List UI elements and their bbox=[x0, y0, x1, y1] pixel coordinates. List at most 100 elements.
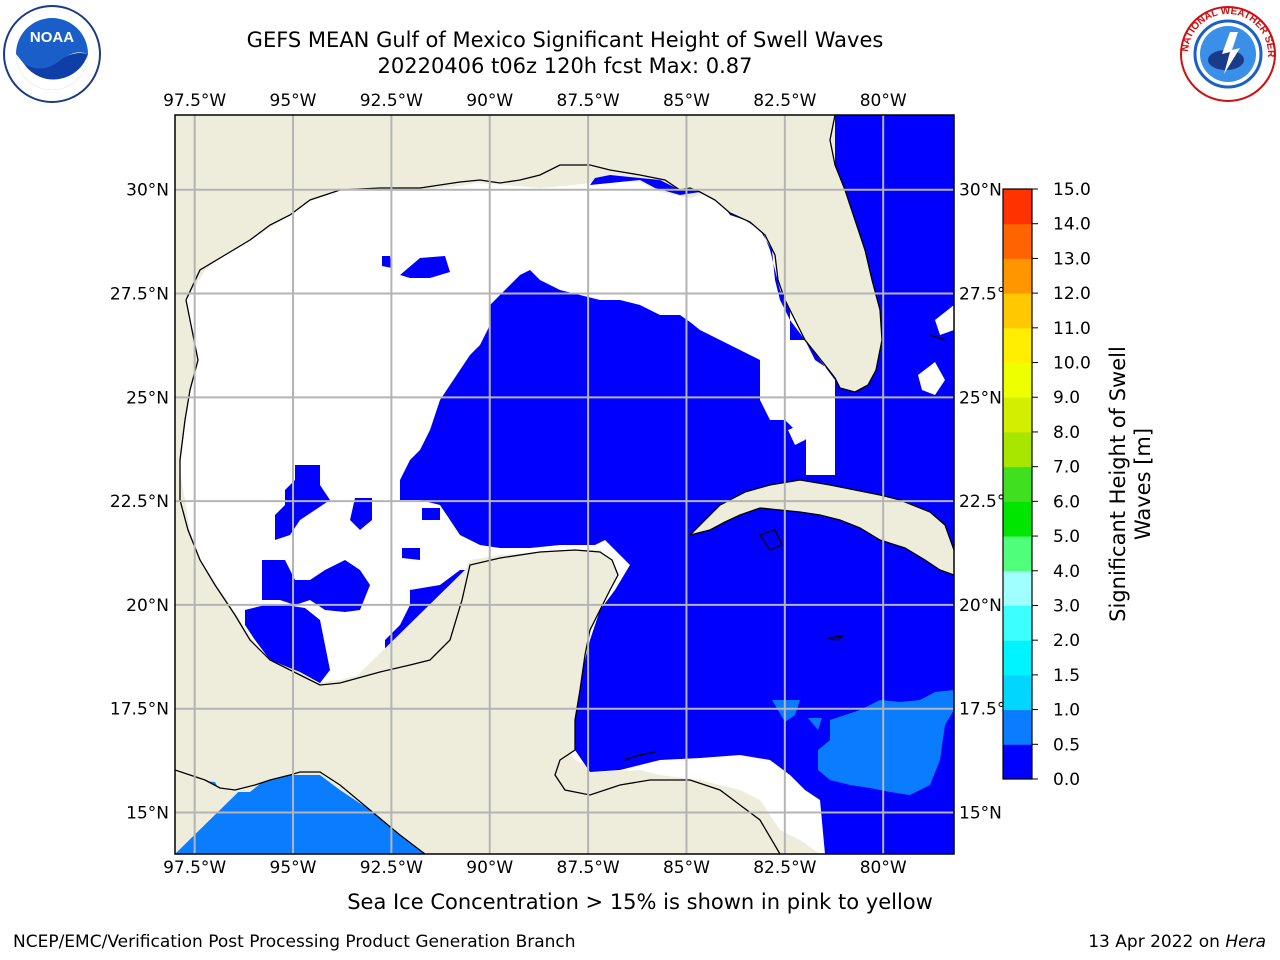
swell-patch-west-3 bbox=[245, 605, 330, 683]
lon-label-bottom: 87.5°W bbox=[557, 858, 620, 878]
noaa-logo: NOAA bbox=[3, 5, 101, 103]
swell-patch-mid-3 bbox=[402, 548, 420, 560]
lon-label-top: 97.5°W bbox=[163, 91, 226, 111]
gridlines bbox=[175, 115, 954, 854]
colorbar-tick-label: 1.5 bbox=[1053, 666, 1080, 686]
colorbar-cell bbox=[1003, 293, 1032, 329]
lon-label-bottom: 97.5°W bbox=[163, 858, 226, 878]
swell-patch-west-1 bbox=[275, 465, 330, 540]
lat-label-left: 20°N bbox=[126, 596, 169, 616]
colorbar-tick-label: 2.0 bbox=[1053, 631, 1080, 651]
lon-label-top: 95°W bbox=[270, 91, 317, 111]
colorbar: 0.0 0.5 1.0 1.5 2.0 3.0 4.0 5.0 6.0 7.0 8.0 9.0 10.0… bbox=[1002, 180, 1155, 790]
colorbar-tick-label: 1.0 bbox=[1053, 701, 1080, 721]
lon-label-bottom: 80°W bbox=[860, 858, 907, 878]
lat-label-left: 27.5°N bbox=[110, 285, 169, 305]
lon-label-bottom: 85°W bbox=[663, 858, 710, 878]
colorbar-tick-label: 14.0 bbox=[1053, 215, 1091, 235]
swell-area-0.5-1m-caribbean bbox=[772, 690, 954, 795]
lon-label-top: 82.5°W bbox=[753, 91, 816, 111]
lat-label-left: 15°N bbox=[126, 803, 169, 823]
lon-label-top: 90°W bbox=[466, 91, 513, 111]
colorbar-frame bbox=[1002, 188, 1033, 780]
land-yucatan-central-america bbox=[175, 550, 780, 854]
lon-label-top: 85°W bbox=[663, 91, 710, 111]
nodata-gap-atlantic bbox=[918, 362, 945, 395]
colorbar-cell bbox=[1003, 466, 1032, 502]
colorbar-cell bbox=[1003, 605, 1032, 641]
colorbar-cell bbox=[1003, 640, 1032, 676]
colorbar-cell bbox=[1003, 397, 1032, 433]
colorbar-tick-label: 13.0 bbox=[1053, 249, 1091, 269]
colorbar-label-line2: Waves [m] bbox=[1131, 428, 1155, 540]
colorbar-cell bbox=[1003, 536, 1032, 572]
colorbar-tick-label: 7.0 bbox=[1053, 458, 1080, 478]
lat-label-left: 25°N bbox=[126, 388, 169, 408]
colorbar-tick-label: 5.0 bbox=[1053, 527, 1080, 547]
lon-label-top: 80°W bbox=[860, 91, 907, 111]
colorbar-cell bbox=[1003, 223, 1032, 259]
lat-label-right: 25°N bbox=[959, 388, 1002, 408]
lat-label-left: 17.5°N bbox=[110, 700, 169, 720]
lat-label-left: 22.5°N bbox=[110, 492, 169, 512]
swell-patch-mid-1 bbox=[350, 498, 372, 530]
colorbar-tick-label: 9.0 bbox=[1053, 388, 1080, 408]
footer-date: 13 Apr 2022 on Hera bbox=[1088, 932, 1266, 952]
lon-label-top: 92.5°W bbox=[360, 91, 423, 111]
colorbar-tick-label: 10.0 bbox=[1053, 354, 1091, 374]
sea-ice-caption: Sea Ice Concentration > 15% is shown in … bbox=[347, 890, 933, 914]
colorbar-cell bbox=[1003, 501, 1032, 537]
lon-labels-top: 97.5°W 95°W 92.5°W 90°W 87.5°W 85°W 82.5°W 80°W bbox=[163, 91, 907, 111]
swell-patch-north-2 bbox=[382, 256, 392, 268]
nodata-gap-1 bbox=[788, 425, 805, 445]
colorbar-tick-label: 3.0 bbox=[1053, 596, 1080, 616]
coastlines bbox=[175, 115, 954, 854]
land-mexico-west bbox=[175, 300, 470, 770]
colorbar-tick-label: 4.0 bbox=[1053, 562, 1080, 582]
lat-label-left: 30°N bbox=[126, 181, 169, 201]
colorbar-cell bbox=[1003, 570, 1032, 606]
colorbar-tick-label: 8.0 bbox=[1053, 423, 1080, 443]
footer-credit: NCEP/EMC/Verification Post Processing Pr… bbox=[13, 932, 576, 952]
lon-label-top: 87.5°W bbox=[557, 91, 620, 111]
colorbar-label-line1: Significant Height of Swell bbox=[1106, 346, 1130, 622]
colorbar-cell bbox=[1003, 709, 1032, 745]
colorbar-tick-label: 11.0 bbox=[1053, 319, 1091, 339]
footer-host: Hera bbox=[1225, 932, 1266, 952]
colorbar-tick-label: 12.0 bbox=[1053, 284, 1091, 304]
swell-patch-west-2 bbox=[262, 560, 370, 612]
chart-title-line1: GEFS MEAN Gulf of Mexico Significant Hei… bbox=[246, 28, 884, 52]
colorbar-cell bbox=[1003, 674, 1032, 711]
colorbar-cell bbox=[1003, 258, 1032, 294]
colorbar-cell bbox=[1003, 362, 1032, 398]
land-cuba bbox=[690, 480, 954, 575]
colorbar-tick-label: 6.0 bbox=[1053, 492, 1080, 512]
colorbar-cell bbox=[1003, 189, 1032, 225]
map-area bbox=[175, 115, 954, 854]
colorbar-cell bbox=[1003, 744, 1032, 780]
lon-label-bottom: 92.5°W bbox=[360, 858, 423, 878]
swell-area-0-0.5m bbox=[400, 115, 954, 854]
lat-labels-left: 30°N 27.5°N 25°N 22.5°N 20°N 17.5°N 15°N bbox=[110, 181, 169, 824]
lat-label-right: 30°N bbox=[959, 181, 1002, 201]
noaa-logo-text: NOAA bbox=[30, 29, 74, 46]
swell-patch-north bbox=[400, 256, 450, 278]
chart-title-line2: 20220406 t06z 120h fcst Max: 0.87 bbox=[377, 54, 753, 78]
land-florida bbox=[175, 115, 882, 392]
lon-label-bottom: 90°W bbox=[466, 858, 513, 878]
colorbar-cell bbox=[1003, 327, 1032, 364]
lon-label-bottom: 82.5°W bbox=[753, 858, 816, 878]
lon-label-bottom: 95°W bbox=[270, 858, 317, 878]
nodata-gap-atlantic-2 bbox=[935, 305, 954, 335]
nws-logo: NATIONAL WEATHER SERVICE bbox=[1178, 4, 1276, 102]
colorbar-cell bbox=[1003, 431, 1032, 468]
lat-label-right: 20°N bbox=[959, 596, 1002, 616]
colorbar-tick-label: 0.5 bbox=[1053, 735, 1080, 755]
lon-labels-bottom: 97.5°W 95°W 92.5°W 90°W 87.5°W 85°W 82.5°W 80°W bbox=[163, 858, 907, 878]
swell-patch-mid-2 bbox=[422, 508, 440, 520]
map-frame bbox=[174, 114, 955, 855]
colorbar-tick-label: 0.0 bbox=[1053, 770, 1080, 790]
lat-label-right: 15°N bbox=[959, 803, 1002, 823]
footer-date-text: 13 Apr 2022 on bbox=[1088, 932, 1220, 952]
